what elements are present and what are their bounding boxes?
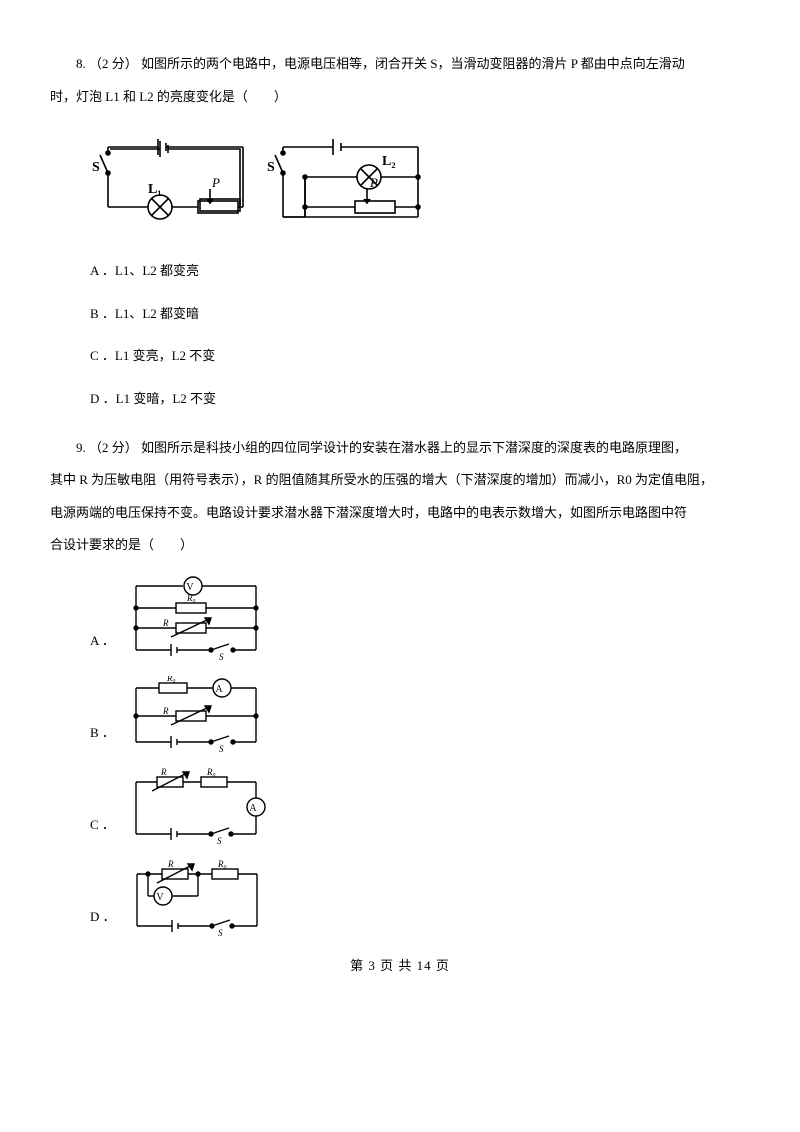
q9-option-a: A ． [90, 574, 750, 662]
q9-circuit-b: A R₀ R S [121, 676, 271, 754]
svg-text:V: V [186, 582, 194, 593]
svg-text:R: R [162, 618, 169, 628]
svg-text:R₀: R₀ [186, 593, 196, 603]
q8-stem1: 如图所示的两个电路中，电源电压相等，闭合开关 S，当滑动变阻器的滑片 P 都由中… [141, 56, 685, 71]
q9-option-d: D ． [90, 860, 750, 938]
svg-text:P: P [369, 175, 378, 190]
svg-text:V: V [156, 892, 164, 903]
q9-stem-line4: 合设计要求的是（ ） [50, 531, 750, 560]
svg-text:L₂: L₂ [382, 154, 396, 169]
q8-options: A ．L1、L2 都变亮 B ．L1、L2 都变暗 C ．L1 变亮，L2 不变… [90, 257, 750, 413]
q9-stem-line2: 其中 R 为压敏电阻（用符号表示），R 的阻值随其所受水的压强的增大（下潜深度的… [50, 466, 750, 495]
svg-text:R: R [160, 768, 167, 777]
q8-stem-line1: 8. （2 分） 如图所示的两个电路中，电源电压相等，闭合开关 S，当滑动变阻器… [50, 50, 750, 79]
q9-optC-letter: C ． [90, 811, 115, 846]
q9-optB-letter: B ． [90, 719, 115, 754]
q8-option-a: A ．L1、L2 都变亮 [90, 257, 750, 286]
q9-stem-line1: 9. （2 分） 如图所示是科技小组的四位同学设计的安装在潜水器上的显示下潜深度… [50, 434, 750, 463]
q8-points: （2 分） [89, 56, 138, 71]
q8-option-d: D ．L1 变暗，L2 不变 [90, 385, 750, 414]
q9-optD-letter: D ． [90, 903, 116, 938]
q9-circuit-a: V R₀ R S [121, 574, 271, 662]
page: 8. （2 分） 如图所示的两个电路中，电源电压相等，闭合开关 S，当滑动变阻器… [0, 0, 800, 1001]
svg-text:R₀: R₀ [217, 860, 227, 869]
q9-stem-line3: 电源两端的电压保持不变。电路设计要求潜水器下潜深度增大时，电路中的电表示数增大，… [50, 499, 750, 528]
svg-text:A: A [249, 803, 257, 814]
q8-circuit-diagrams: S L₁ P [90, 129, 750, 239]
svg-text:R₀: R₀ [206, 768, 216, 777]
svg-text:S: S [219, 652, 224, 662]
q9-stem1: 如图所示是科技小组的四位同学设计的安装在潜水器上的显示下潜深度的深度表的电路原理… [141, 440, 687, 455]
svg-text:P: P [211, 175, 220, 190]
svg-text:S: S [218, 928, 223, 938]
q9-option-c: C ． [90, 768, 750, 846]
svg-text:R: R [167, 860, 174, 869]
svg-text:S: S [92, 160, 100, 175]
q9-circuit-c: A R R₀ S [121, 768, 271, 846]
q8-stem-line2: 时，灯泡 L1 和 L2 的亮度变化是（ ） [50, 83, 750, 112]
q8-number: 8. [76, 56, 86, 71]
q9-optA-letter: A ． [90, 627, 115, 662]
q9-circuit-d: V R R₀ S [122, 860, 272, 938]
q9-options: A ． [90, 574, 750, 938]
q9-points: （2 分） [89, 440, 138, 455]
q8-option-c: C ．L1 变亮，L2 不变 [90, 342, 750, 371]
svg-text:L₁: L₁ [148, 182, 162, 197]
q8-stem2: 时，灯泡 L1 和 L2 的亮度变化是（ ） [50, 89, 287, 104]
q9-number: 9. [76, 440, 86, 455]
svg-text:A: A [215, 684, 223, 695]
svg-text:R₀: R₀ [166, 676, 176, 683]
svg-text:S: S [219, 744, 224, 754]
q9-option-b: B ． [90, 676, 750, 754]
svg-text:R: R [162, 706, 169, 716]
svg-text:S: S [217, 836, 222, 846]
svg-text:S: S [267, 160, 275, 175]
q8-option-b: B ．L1、L2 都变暗 [90, 300, 750, 329]
page-footer: 第 3 页 共 14 页 [50, 952, 750, 981]
